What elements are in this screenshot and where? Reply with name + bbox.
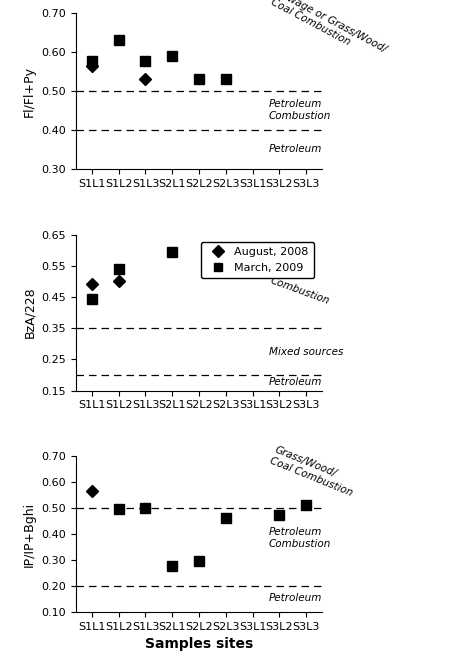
Legend: August, 2008, March, 2009: August, 2008, March, 2009 (201, 241, 314, 278)
Text: Combustion: Combustion (269, 276, 331, 307)
Text: Grass/Wood/
Coal Combustion: Grass/Wood/ Coal Combustion (269, 445, 359, 498)
Y-axis label: IP/IP+Bghi: IP/IP+Bghi (23, 501, 36, 567)
Text: Sewage or Grass/Wood/
Coal Combustion: Sewage or Grass/Wood/ Coal Combustion (269, 0, 388, 64)
Y-axis label: Fl/Fl+Py: Fl/Fl+Py (23, 66, 36, 116)
Text: Mixed sources: Mixed sources (269, 347, 343, 357)
Text: Petroleum
Combustion: Petroleum Combustion (269, 99, 331, 120)
Text: Petroleum: Petroleum (269, 144, 322, 154)
Y-axis label: BzA/228: BzA/228 (23, 287, 36, 338)
Text: Petroleum
Combustion: Petroleum Combustion (269, 527, 331, 549)
Text: Petroleum: Petroleum (269, 593, 322, 603)
X-axis label: Samples sites: Samples sites (145, 637, 253, 651)
Text: Petroleum: Petroleum (269, 377, 322, 387)
